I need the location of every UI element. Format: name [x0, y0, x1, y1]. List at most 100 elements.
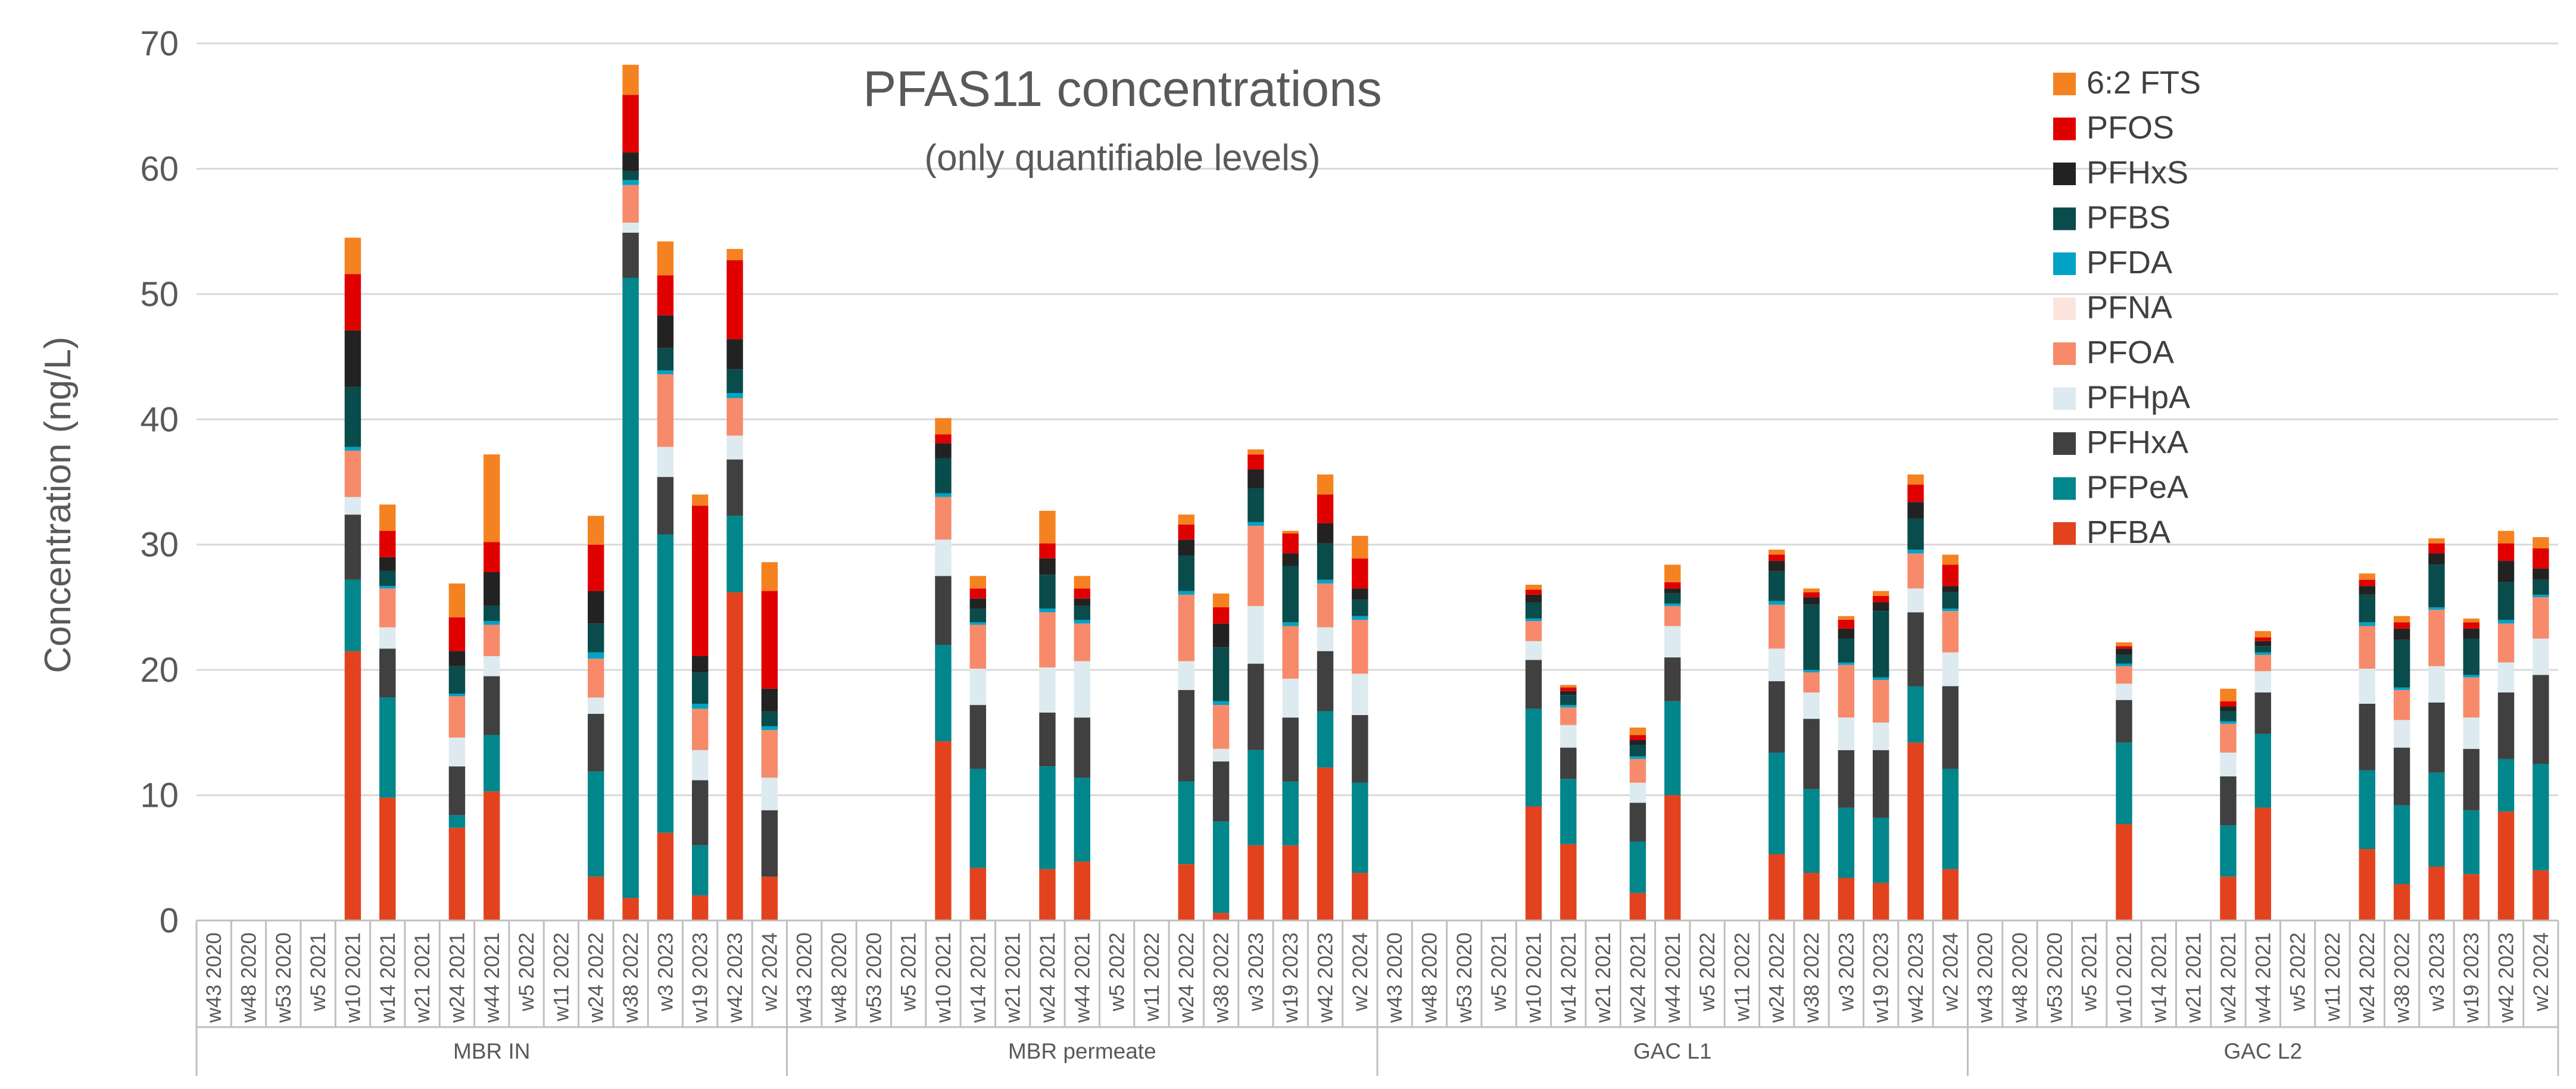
bar-segment-pfos — [1039, 543, 1056, 558]
bar-segment-pfda — [657, 370, 674, 375]
bar-segment-pfhxa — [2393, 747, 2410, 806]
bar-segment-pfba — [1942, 869, 1959, 920]
bar-segment-pfoa — [1769, 604, 1785, 649]
x-tick-label: w48 2020 — [1418, 932, 1441, 1024]
bar-segment-6-2-fts — [1629, 727, 1646, 735]
bar-segment-pfhpa — [2116, 684, 2132, 700]
bar-segment-pfoa — [1039, 612, 1056, 667]
bar-segment-pfba — [379, 797, 396, 920]
bar-segment-pfoa — [2533, 597, 2549, 639]
bar-segment-pfda — [1282, 622, 1299, 626]
bar-segment-pfhpa — [2254, 671, 2271, 693]
bar-segment-pfhxs — [1907, 502, 1924, 519]
bar-segment-pfba — [1352, 873, 1368, 920]
legend-swatch — [2053, 207, 2076, 230]
x-tick-label: w21 2021 — [1592, 932, 1615, 1024]
x-tick-label: w21 2021 — [2182, 932, 2206, 1024]
bar-segment-6-2-fts — [1039, 510, 1056, 544]
bar-segment-6-2-fts — [761, 562, 778, 591]
bar-segment-pfhxa — [657, 477, 674, 535]
x-tick-label: w10 2021 — [2113, 932, 2136, 1024]
axes — [195, 919, 2559, 1076]
x-tick-label: w5 2022 — [515, 932, 538, 1012]
bar-segment-pfhxa — [935, 576, 952, 645]
bar-segment-pfos — [935, 434, 952, 444]
bar-segment-pfhxs — [2533, 568, 2549, 580]
bar-segment-pfhxa — [1352, 714, 1368, 783]
bar-segment-pfhpa — [1525, 641, 1542, 660]
bar-segment-pfhxs — [1352, 588, 1368, 600]
bar-segment-pfhxs — [1074, 598, 1090, 606]
y-tick-label: 10 — [140, 776, 179, 815]
bar-segment-pfpea — [1212, 821, 1230, 913]
bar-segment-pfda — [935, 493, 952, 497]
bar-segment-pfoa — [2428, 610, 2445, 666]
bar-segment-pfbs — [379, 570, 396, 586]
bar-segment-pfbs — [1560, 695, 1577, 706]
bar-segment-pfhxa — [2116, 700, 2132, 743]
bar-segment-pfhxa — [484, 676, 500, 735]
bar-segment-pfoa — [379, 588, 396, 628]
bar-segment-pfhxa — [1212, 761, 1230, 822]
bar-segment-pfhxa — [622, 232, 639, 278]
bar-segment-pfda — [1907, 550, 1924, 554]
bar-segment-pfoa — [935, 497, 952, 540]
bar-segment-pfhxa — [1074, 717, 1090, 778]
x-tick-label: w3 2023 — [1835, 932, 1858, 1012]
y-tick-label: 20 — [140, 651, 179, 689]
bar-segment-pfda — [344, 447, 361, 451]
bar-segment-pfpea — [588, 771, 604, 877]
bar-segment-pfda — [1769, 601, 1785, 605]
bar-segment-6-2-fts — [622, 64, 639, 95]
bar-segment-pfpea — [1352, 782, 1368, 873]
x-tick-label: w24 2022 — [1766, 932, 1789, 1024]
x-tick-label: w2 2024 — [2530, 932, 2553, 1012]
bar-segment-pfbs — [2463, 638, 2480, 675]
bar-segment-pfhxa — [969, 705, 986, 769]
bar-segment-pfba — [2497, 811, 2515, 920]
bar-segment-pfhxs — [1838, 628, 1855, 639]
legend-swatch — [2053, 522, 2076, 545]
x-tick-label: w38 2022 — [619, 932, 643, 1024]
bar-segment-pfda — [622, 180, 639, 185]
bar-segment-pfhxs — [1178, 539, 1195, 556]
x-tick-label: w14 2021 — [2147, 932, 2170, 1024]
bar-segment-pfhpa — [588, 697, 604, 714]
bar-segment-pfos — [969, 588, 986, 599]
bar-segment-pfbs — [1942, 592, 1959, 609]
bar-segment-pfhxa — [1872, 750, 1889, 818]
bar-segment-pfos — [726, 260, 743, 339]
bar-segment-pfbs — [657, 348, 674, 371]
legend-label: PFHxA — [2087, 425, 2188, 460]
bar-segment-pfhxa — [1942, 686, 1959, 769]
bar-segment-pfhpa — [726, 435, 743, 460]
legend-label: PFHpA — [2087, 380, 2190, 416]
bar-segment-pfba — [2254, 807, 2271, 920]
bar-segment-pfos — [1803, 592, 1820, 598]
bar-segment-pfba — [1248, 845, 1264, 920]
legend-swatch — [2053, 477, 2076, 500]
x-tick-label: w24 2022 — [1175, 932, 1198, 1024]
bar-segment-pfba — [1664, 795, 1681, 920]
bar-segment-pfhpa — [1317, 627, 1334, 651]
bar-segment-6-2-fts — [2359, 573, 2375, 580]
bar-segment-pfbs — [2428, 564, 2445, 607]
bar-segment-pfhxs — [448, 651, 466, 666]
bar-segment-pfda — [1560, 705, 1577, 708]
bar-segment-6-2-fts — [344, 238, 361, 274]
bar-segment-pfoa — [588, 659, 604, 698]
bar-segment-pfos — [1942, 564, 1959, 586]
x-tick-label: w10 2021 — [341, 932, 364, 1024]
bar-segment-pfhxa — [448, 766, 466, 816]
bar-segment-pfhxa — [1664, 657, 1681, 701]
bar-segment-6-2-fts — [379, 504, 396, 531]
bar-segment-6-2-fts — [726, 249, 743, 261]
bar-segment-pfos — [1352, 558, 1368, 589]
bar-segment-pfba — [1525, 806, 1542, 920]
bar-segment-pfbs — [1178, 556, 1195, 591]
y-tick-labels: 0 10 20 30 40 50 60 70 — [140, 24, 179, 940]
bar-segment-pfhxa — [1317, 651, 1334, 712]
bar-segment-pfoa — [1178, 594, 1195, 661]
x-tick-label: w19 2023 — [1870, 932, 1893, 1024]
bar-segment-pfhxa — [1525, 660, 1542, 709]
